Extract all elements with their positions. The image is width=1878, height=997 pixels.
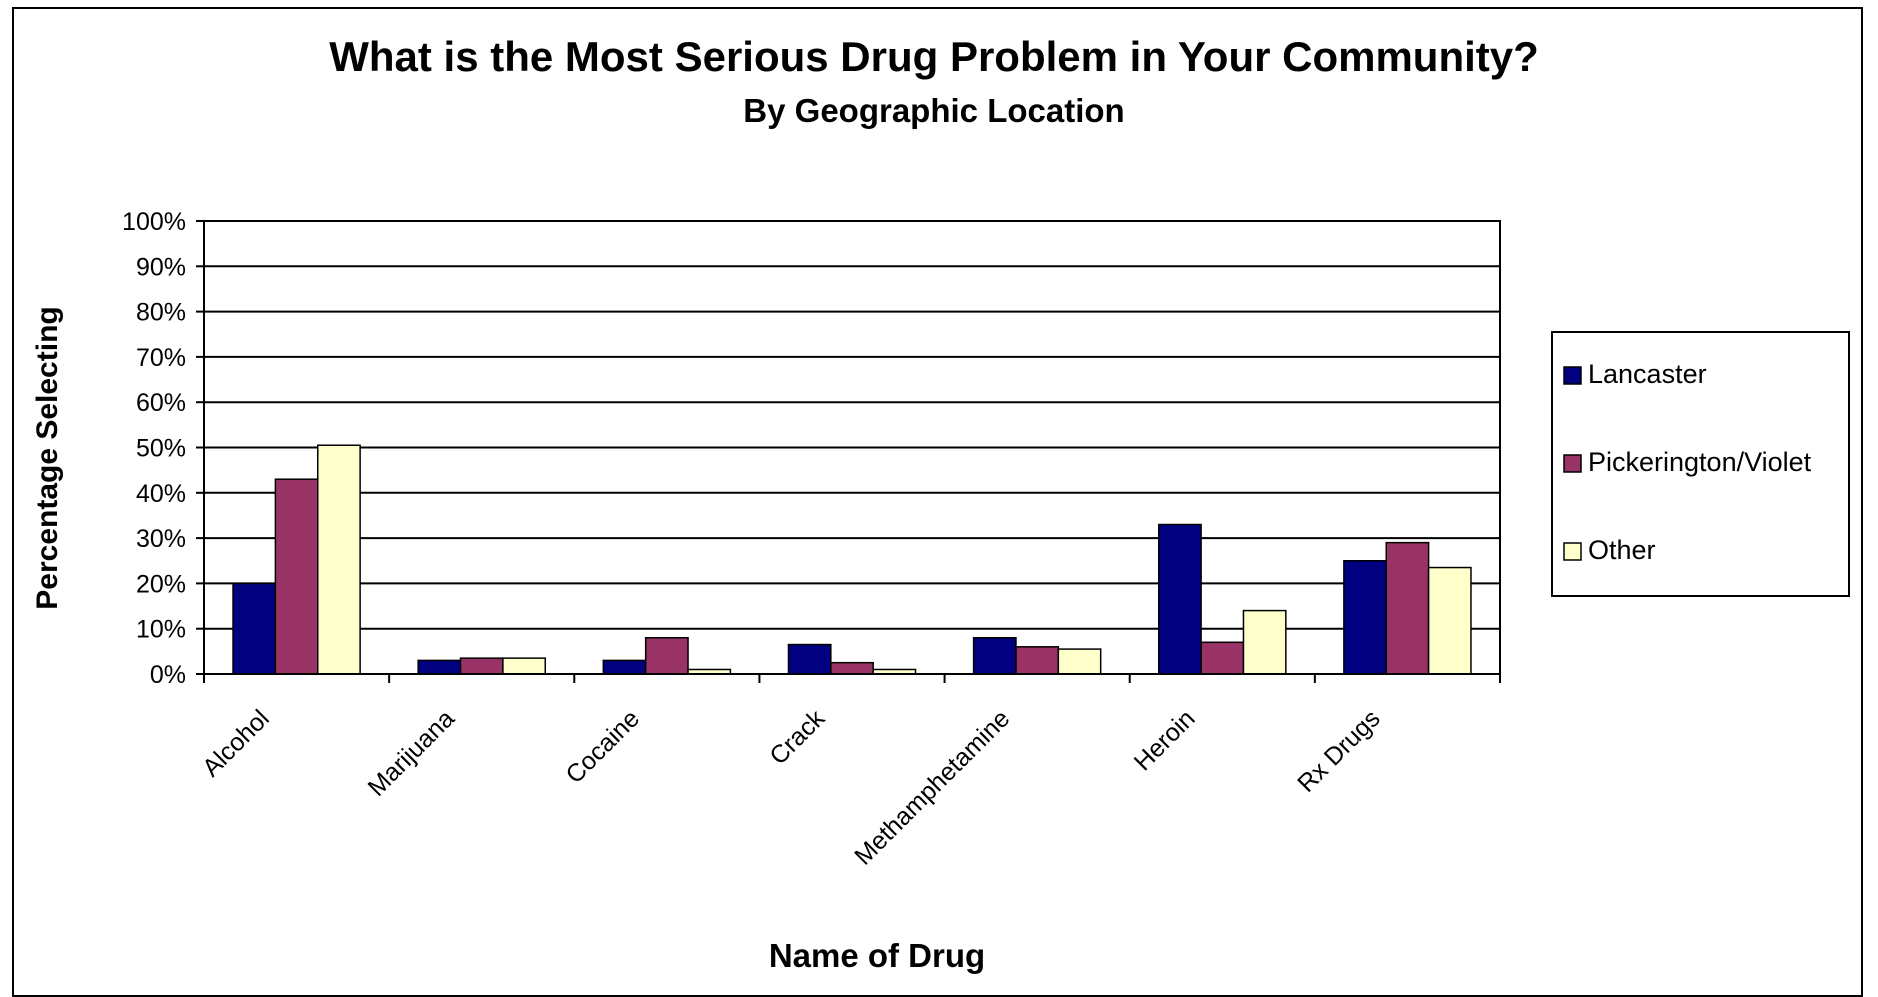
chart-subtitle: By Geographic Location [743,92,1124,129]
bar [274,478,319,675]
x-tick-label: Alcohol [197,704,275,782]
y-tick-label: 30% [136,525,186,553]
y-tick-label: 60% [136,389,186,417]
x-tick-label: Heroin [1129,704,1201,776]
bar [787,643,832,675]
x-tick-label: Marijuana [363,704,460,801]
bar [830,661,874,675]
bar [417,659,462,675]
bar [1057,648,1102,675]
y-tick-label: 90% [136,253,186,281]
axes [196,220,1501,683]
bars [232,444,1472,675]
bar [644,637,689,675]
y-tick-label: 20% [136,570,186,598]
plot-area-border [203,220,1501,675]
bar [1015,646,1060,675]
y-tick-label: 0% [150,661,186,689]
legend-swatch [1563,454,1582,473]
y-tick-label: 80% [136,299,186,327]
y-tick-label: 50% [136,435,186,463]
chart-frame: What is the Most Serious Drug Problem in… [12,7,1863,997]
legend-label: Pickerington/Violet [1588,447,1812,477]
x-axis-label: Name of Drug [769,937,985,974]
y-tick-label: 40% [136,480,186,508]
y-tick-label: 70% [136,344,186,372]
bar-chart: What is the Most Serious Drug Problem in… [31,33,1850,974]
legend-label: Lancaster [1588,359,1707,389]
x-tick-label: Cocaine [560,704,645,789]
x-tick-labels: Alcohol Marijuana Cocaine Crack Methamphetam… [197,704,1386,871]
y-tick-label: 10% [136,616,186,644]
bar [1343,560,1387,675]
bar [1200,641,1245,675]
x-tick-label: Methamphetamine [849,704,1015,870]
legend-label: Other [1588,535,1656,565]
y-axis-label: Percentage Selecting [31,306,64,609]
bar [459,657,504,675]
bar [1385,541,1430,675]
bar [502,657,547,675]
legend-swatch [1563,366,1582,385]
bar [1157,523,1202,675]
bar [317,444,361,675]
x-tick-label: Crack [764,704,830,770]
gridlines [204,220,1500,675]
chart-title: What is the Most Serious Drug Problem in… [329,33,1539,80]
legend-box [1551,331,1850,597]
bar [602,659,647,675]
legend: Lancaster Pickerington/Violet Other [1551,331,1850,597]
y-tick-label: 100% [122,208,186,236]
legend-swatch [1563,542,1582,561]
bar [972,637,1017,675]
x-tick-label: Rx Drugs [1292,704,1385,797]
bar [1242,609,1287,675]
y-tick-labels: 0% 10% 20% 30% 40% 50% 60% 70% 80% 90% 100% [122,208,186,689]
bar [232,582,277,675]
bar [1427,566,1472,675]
